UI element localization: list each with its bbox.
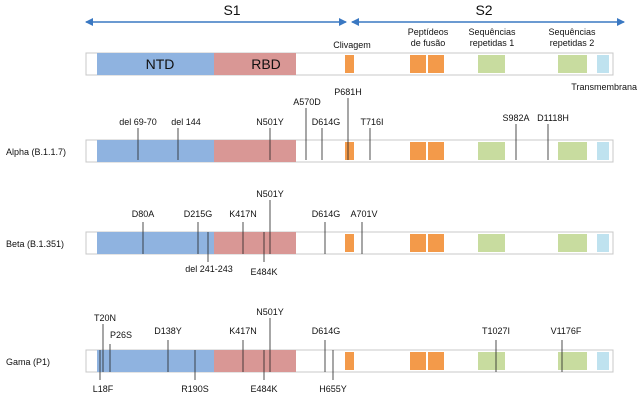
mutation-label: del 241-243 <box>185 264 233 274</box>
peptideos-label-line2: de fusão <box>411 38 446 48</box>
heptad-repeat-2 <box>558 142 587 160</box>
heptad-repeat-2 <box>558 352 587 370</box>
seq1-label-line1: Sequências <box>468 27 516 37</box>
row-label-beta: Beta (B.1.351) <box>6 239 64 249</box>
cleavage-site <box>345 142 354 160</box>
mutation-label: D215G <box>184 209 213 219</box>
rbd-domain <box>214 232 296 254</box>
transmembrane-domain <box>597 142 609 160</box>
fusion-peptide-1 <box>410 352 426 370</box>
seq2-label-line1: Sequências <box>548 27 596 37</box>
heptad-repeat-1 <box>478 55 505 73</box>
clivagem-label: Clivagem <box>333 40 371 50</box>
mutation-label: H655Y <box>319 384 347 394</box>
mutation-label: A570D <box>293 97 321 107</box>
mutation-label: D614G <box>312 117 341 127</box>
mutation-label: E484K <box>250 384 277 394</box>
alpha-bar: Alpha (B.1.1.7) del 69-70 del 144 N501Y … <box>6 87 614 163</box>
mutation-label: N501Y <box>256 189 284 199</box>
mutation-label: T716I <box>360 117 383 127</box>
seq2-label-line2: repetidas 2 <box>550 38 595 48</box>
fusion-peptide-1 <box>410 55 426 73</box>
beta-bar: Beta (B.1.351) D80A D215G K417N N501Y D6… <box>6 189 614 277</box>
rbd-domain <box>214 140 296 162</box>
mutation-label: E484K <box>250 267 277 277</box>
heptad-repeat-1 <box>478 352 505 370</box>
reference-bar: NTD RBD <box>85 52 614 76</box>
mutation-label: D614G <box>312 209 341 219</box>
fusion-peptide-1 <box>410 234 426 252</box>
mutation-label: T1027I <box>482 326 510 336</box>
mutation-label: D138Y <box>154 326 182 336</box>
transmembrane-domain <box>597 234 609 252</box>
mutation-label: P681H <box>334 87 362 97</box>
mutation-label: A701V <box>350 209 377 219</box>
cleavage-site <box>345 234 354 252</box>
fusion-peptide-1 <box>410 142 426 160</box>
fusion-peptide-2 <box>428 234 444 252</box>
feature-labels: Clivagem Peptídeos de fusão Sequências r… <box>333 27 637 92</box>
mutation-label: del 144 <box>171 117 201 127</box>
s2-label: S2 <box>475 2 492 18</box>
transmembrane-domain <box>597 55 609 73</box>
mutation-label: D614G <box>312 326 341 336</box>
transmembrana-label: Transmembrana <box>571 82 637 92</box>
ntd-domain <box>97 53 214 75</box>
fusion-peptide-2 <box>428 142 444 160</box>
ntd-domain <box>97 232 214 254</box>
region-header: S1 S2 <box>85 2 625 26</box>
mutation-label: K417N <box>229 209 257 219</box>
rbd-domain <box>214 53 296 75</box>
fusion-peptide-2 <box>428 55 444 73</box>
heptad-repeat-1 <box>478 234 505 252</box>
row-label-gama: Gama (P1) <box>6 357 50 367</box>
cleavage-site <box>345 55 354 73</box>
peptideos-label-line1: Peptídeos <box>408 27 449 37</box>
s1-label: S1 <box>223 2 240 18</box>
rbd-domain <box>214 350 296 372</box>
mutation-label: N501Y <box>256 307 284 317</box>
mutation-label: del 69-70 <box>119 117 157 127</box>
ntd-domain <box>97 350 214 372</box>
heptad-repeat-2 <box>558 234 587 252</box>
heptad-repeat-1 <box>478 142 505 160</box>
mutation-label: S982A <box>502 113 529 123</box>
mutation-label: K417N <box>229 326 257 336</box>
mutation-label: L18F <box>93 384 114 394</box>
mutation-label: V1176F <box>551 326 582 336</box>
fusion-peptide-2 <box>428 352 444 370</box>
gama-bar: Gama (P1) T20N P26S D138Y K417N N501Y D6… <box>6 307 614 394</box>
heptad-repeat-2 <box>558 55 587 73</box>
ntd-domain <box>97 140 214 162</box>
mutation-label: N501Y <box>256 117 284 127</box>
ntd-label: NTD <box>146 56 175 72</box>
rbd-label: RBD <box>251 56 281 72</box>
mutation-label: P26S <box>110 330 132 340</box>
mutation-label: D1118H <box>537 113 569 123</box>
cleavage-site <box>345 352 354 370</box>
mutation-label: T20N <box>94 313 116 323</box>
transmembrane-domain <box>597 352 609 370</box>
seq1-label-line2: repetidas 1 <box>470 38 515 48</box>
row-label-alpha: Alpha (B.1.1.7) <box>6 147 66 157</box>
mutation-label: R190S <box>181 384 209 394</box>
mutation-label: D80A <box>132 209 155 219</box>
